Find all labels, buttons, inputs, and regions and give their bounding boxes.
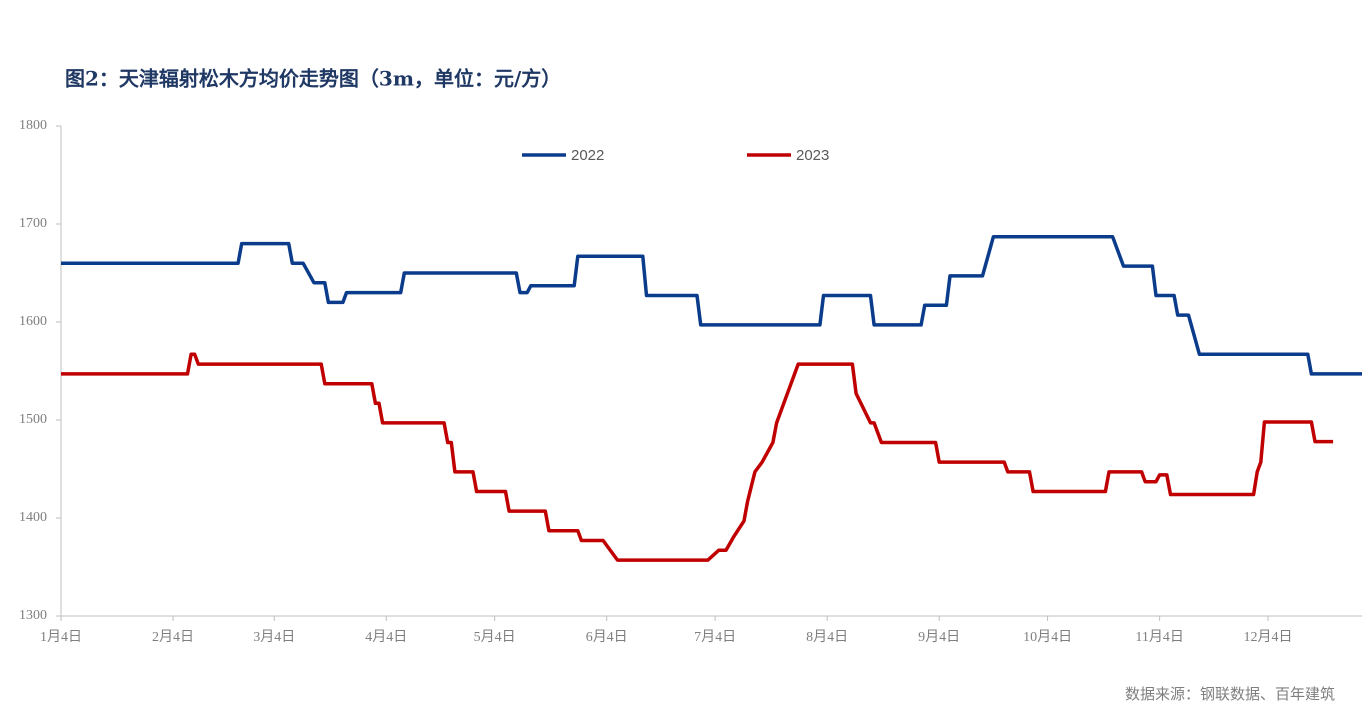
y-tick-label: 1600 [19, 314, 47, 329]
x-tick-label: 10月4日 [1023, 629, 1072, 645]
y-tick-label: 1400 [19, 510, 47, 525]
data-line [61, 352, 1334, 562]
chart-title: 图2：天津辐射松木方均价走势图（3m，单位：元/方） [65, 67, 561, 91]
x-tick-label: 12月4日 [1244, 629, 1293, 645]
x-tick-label: 1月4日 [40, 629, 82, 645]
legend-label: 2022 [571, 147, 604, 164]
x-tick-label: 5月4日 [474, 629, 516, 645]
x-tick-label: 3月4日 [253, 629, 295, 645]
x-tick-label: 7月4日 [694, 629, 736, 645]
legend-label: 2023 [796, 147, 829, 164]
x-tick-label: 8月4日 [806, 629, 848, 645]
y-tick-label: 1800 [19, 118, 47, 133]
y-tick-label: 1700 [19, 216, 47, 231]
x-tick-label: 11月4日 [1135, 629, 1183, 645]
y-tick-label: 1300 [19, 608, 47, 623]
x-tick-label: 2月4日 [152, 629, 194, 645]
data-line [61, 234, 1362, 376]
x-tick-label: 9月4日 [918, 629, 960, 645]
y-tick-label: 1500 [19, 412, 47, 427]
x-tick-label: 6月4日 [586, 629, 628, 645]
source-note: 数据来源：钢联数据、百年建筑 [1125, 685, 1335, 703]
x-tick-label: 4月4日 [365, 629, 407, 645]
